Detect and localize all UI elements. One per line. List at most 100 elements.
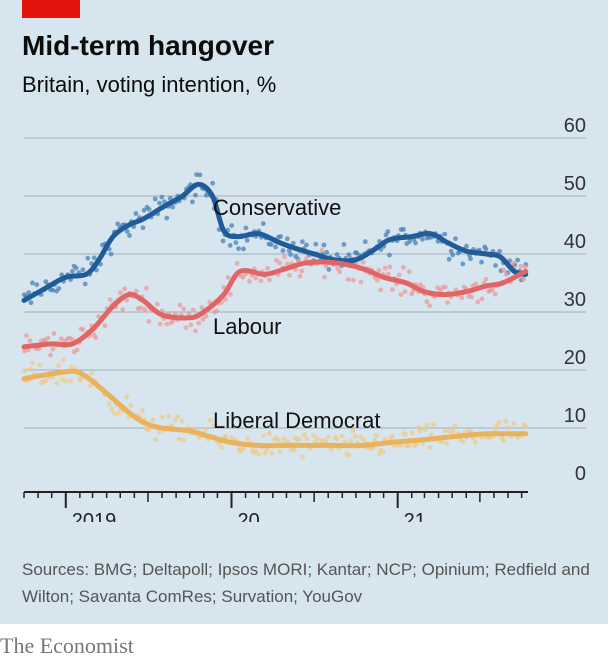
poll-dot: [346, 252, 352, 258]
poll-dot: [73, 265, 79, 271]
poll-dot: [48, 352, 53, 358]
poll-dot: [450, 429, 456, 434]
poll-dot: [453, 236, 458, 242]
poll-dot: [301, 432, 307, 438]
poll-dot: [475, 299, 481, 305]
poll-dot: [511, 421, 517, 426]
poll-dot: [360, 259, 366, 265]
poll-dot: [253, 275, 259, 281]
poll-dot: [518, 263, 524, 269]
poll-dot: [26, 290, 32, 295]
poll-dot: [69, 364, 74, 369]
poll-dot: [236, 246, 242, 252]
liberal-democrat-line: [21, 368, 529, 449]
poll-dot: [102, 323, 108, 329]
poll-dot: [27, 338, 33, 343]
poll-dot: [120, 307, 126, 312]
poll-dot: [392, 444, 397, 449]
poll-dot: [115, 221, 121, 227]
poll-dot: [450, 252, 456, 258]
poll-dot: [176, 436, 182, 442]
poll-dot: [321, 242, 327, 248]
poll-dot: [401, 227, 406, 232]
poll-dot: [303, 256, 309, 262]
poll-dot: [350, 277, 356, 283]
poll-dot: [274, 258, 279, 263]
grid-layer: 0 10 20 30 40 50 60: [24, 115, 586, 485]
poll-dot: [372, 437, 377, 443]
poll-dot: [122, 286, 128, 292]
poll-dot: [311, 433, 316, 438]
poll-dot: [409, 430, 415, 436]
poll-dot: [406, 443, 412, 449]
poll-dot: [420, 441, 425, 446]
poll-dot: [159, 194, 165, 200]
poll-dot: [442, 428, 448, 434]
poll-dot: [287, 272, 292, 278]
poll-dot: [341, 242, 347, 247]
conservative-line: [21, 181, 529, 303]
poll-dot: [141, 207, 147, 213]
poll-dot: [501, 267, 507, 273]
poll-dot: [284, 261, 290, 267]
poll-dot: [345, 277, 351, 282]
poll-dot: [407, 239, 413, 244]
poll-dot: [446, 256, 452, 262]
poll-dot: [277, 260, 283, 266]
poll-dot: [284, 236, 290, 242]
poll-dot: [402, 431, 408, 437]
poll-dot: [361, 437, 367, 443]
poll-dot: [193, 192, 198, 198]
poll-dot: [247, 278, 252, 284]
poll-dot: [74, 347, 80, 353]
poll-dot: [288, 252, 293, 257]
poll-dot: [207, 417, 213, 423]
poll-dot: [258, 278, 264, 284]
trend-lines-layer: [21, 181, 529, 449]
poll-dot: [203, 313, 209, 319]
x-tick-label: 2019: [72, 510, 117, 522]
poll-dot: [515, 257, 520, 263]
poll-dot: [138, 305, 144, 311]
poll-dot: [325, 434, 331, 440]
poll-dot: [503, 418, 509, 424]
poll-dot: [154, 301, 160, 307]
poll-dot: [297, 273, 303, 279]
voting-intention-chart: 0 10 20 30 40 50 60 2019 20 21 Conservative Labou…: [21, 115, 586, 522]
poll-dot: [429, 432, 434, 438]
poll-dot: [479, 259, 484, 265]
poll-dot: [424, 299, 430, 304]
poll-dot: [87, 383, 93, 389]
poll-dot: [227, 243, 233, 248]
poll-dot: [406, 269, 412, 275]
poll-dot: [243, 225, 249, 231]
y-tick-label: 60: [564, 115, 586, 137]
poll-dot: [59, 336, 64, 342]
poll-dot: [140, 225, 146, 231]
poll-dot: [225, 275, 231, 280]
poll-dot: [503, 271, 509, 277]
poll-dot: [473, 439, 478, 445]
chart-title: Mid-term hangover: [22, 30, 275, 61]
poll-dot: [267, 277, 272, 283]
poll-dot: [127, 233, 132, 238]
poll-dot: [358, 279, 364, 285]
poll-dot: [376, 267, 382, 273]
poll-dot: [82, 281, 88, 287]
poll-dot: [214, 308, 220, 314]
poll-dot: [56, 363, 61, 368]
poll-dot: [93, 335, 99, 340]
poll-dot: [362, 239, 368, 245]
footer: The Economist: [0, 624, 608, 662]
poll-dot: [140, 408, 146, 413]
poll-dot: [280, 248, 286, 254]
labour-label: Labour: [213, 314, 282, 339]
poll-dot: [323, 438, 329, 444]
poll-dot: [267, 431, 272, 437]
poll-dot: [244, 238, 250, 243]
poll-dot: [62, 378, 68, 384]
poll-dot: [510, 260, 516, 266]
poll-dot: [24, 333, 29, 339]
poll-dot: [442, 231, 448, 237]
poll-dot: [387, 264, 393, 270]
